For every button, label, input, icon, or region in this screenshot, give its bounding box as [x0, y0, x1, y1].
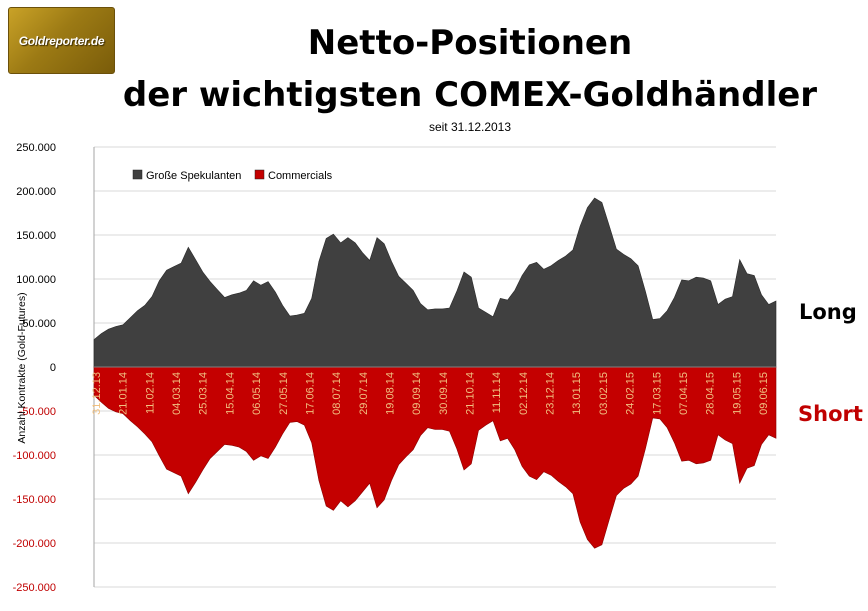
x-tick-label: 21.10.14 — [465, 372, 477, 415]
long-side-label: Long — [799, 300, 857, 324]
x-tick-label: 13.01.15 — [571, 372, 583, 415]
legend-swatch-spekulanten — [132, 169, 143, 180]
x-tick-label: 04.03.14 — [171, 372, 183, 415]
logo-text: Goldreporter.de — [18, 33, 105, 48]
x-tick-label: 02.12.14 — [518, 372, 530, 415]
y-tick-label: -50.000 — [19, 406, 56, 418]
x-tick-label: 24.02.15 — [625, 372, 637, 415]
chart-title-line-1: Netto-Positionen — [307, 23, 633, 63]
y-tick-label: -200.000 — [13, 538, 56, 550]
x-tick-label: 28.04.15 — [705, 372, 717, 415]
x-tick-label: 03.02.15 — [598, 372, 610, 415]
x-tick-label: 09.06.15 — [758, 372, 770, 415]
x-tick-label: 30.09.14 — [438, 372, 450, 415]
y-tick-label: -150.000 — [13, 494, 56, 506]
x-tick-label: 11.11.14 — [491, 372, 503, 413]
x-tick-label: 25.03.14 — [198, 372, 210, 415]
y-tick-label: -250.000 — [13, 582, 56, 594]
x-tick-label: 27.05.14 — [278, 372, 290, 415]
x-tick-label: 17.06.14 — [304, 372, 316, 415]
y-tick-label: 250.000 — [16, 142, 56, 154]
x-tick-label: 23.12.14 — [545, 372, 557, 415]
x-tick-label: 09.09.14 — [411, 372, 423, 415]
goldreporter-logo: Goldreporter.de — [8, 7, 115, 74]
x-tick-label: 07.04.15 — [678, 372, 690, 415]
y-tick-label: 100.000 — [16, 274, 56, 286]
x-tick-label: 17.03.15 — [651, 372, 663, 415]
x-tick-label: 19.08.14 — [384, 372, 396, 415]
y-tick-label: 50.000 — [22, 318, 56, 330]
x-tick-label: 19.05.15 — [731, 372, 743, 415]
x-tick-label: 15.04.14 — [224, 372, 236, 415]
chart-subtitle: seit 31.12.2013 — [428, 120, 512, 134]
chart-title-line-2: der wichtigsten COMEX-Goldhändler — [122, 75, 818, 115]
y-tick-label: -100.000 — [13, 450, 56, 462]
legend-label-spekulanten: Große Spekulanten — [146, 170, 241, 182]
x-tick-label: 08.07.14 — [331, 372, 343, 415]
series-area-commercials — [93, 366, 777, 549]
legend-swatch-commercials — [254, 169, 265, 180]
y-tick-label: 0 — [50, 362, 56, 374]
series-area-spekulanten — [93, 197, 777, 368]
legend-label-commercials: Commercials — [268, 170, 333, 182]
y-tick-label: 200.000 — [16, 186, 56, 198]
x-tick-label: 31.12.13 — [91, 372, 103, 415]
x-tick-label: 11.02.14 — [144, 372, 156, 414]
y-axis-title: Anzahl Kontrakte (Gold-Futures) — [16, 292, 28, 443]
y-tick-label: 150.000 — [16, 230, 56, 242]
short-side-label: Short — [798, 402, 863, 426]
x-tick-label: 06.05.14 — [251, 372, 263, 415]
x-tick-label: 21.01.14 — [118, 372, 130, 415]
x-tick-label: 29.07.14 — [358, 372, 370, 415]
